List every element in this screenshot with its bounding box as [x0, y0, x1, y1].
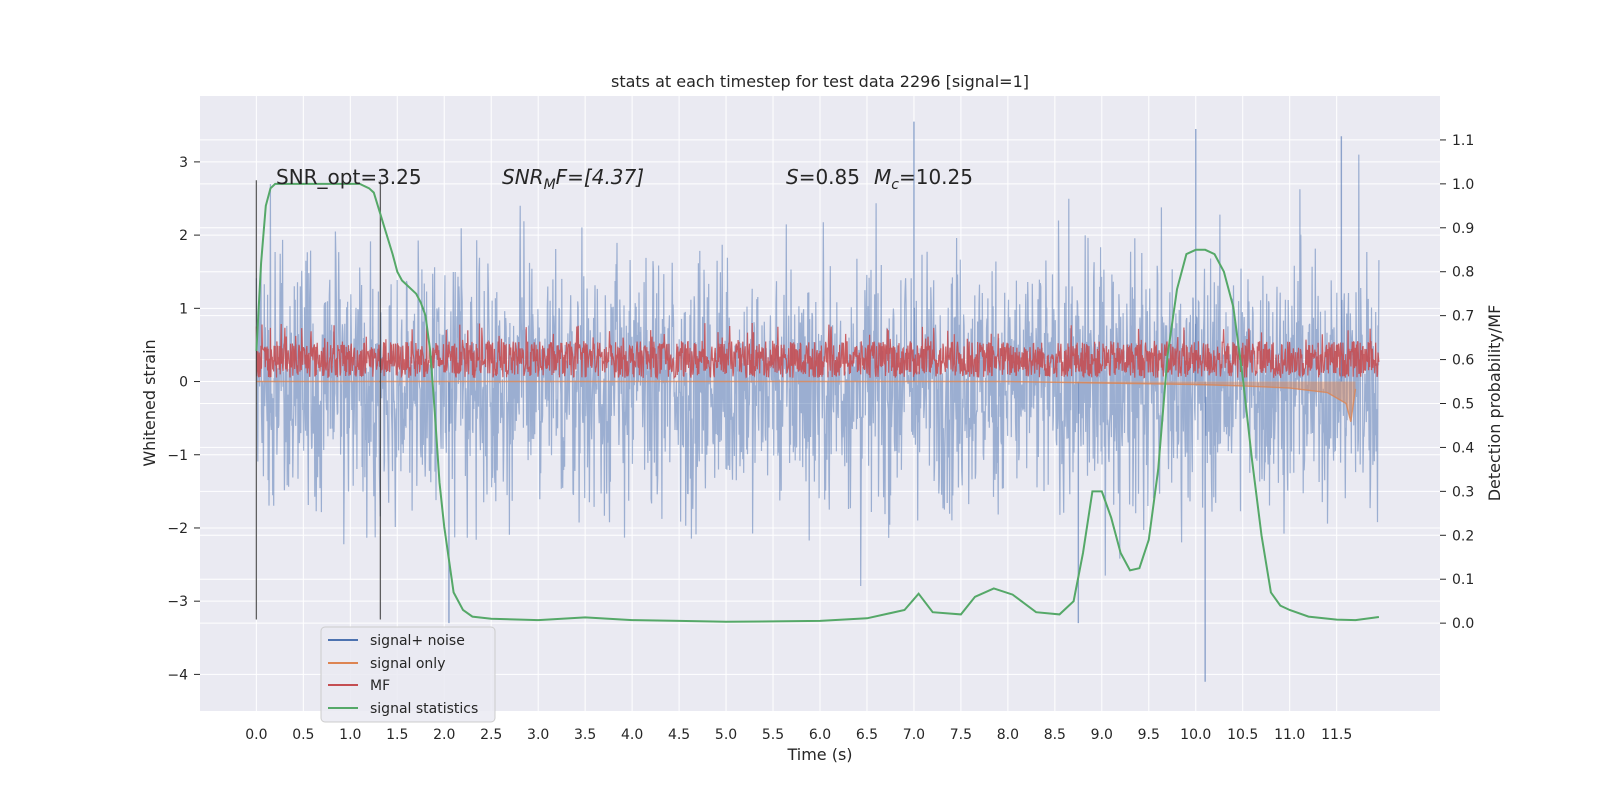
annotation-snr-mf-value: F=[4.37]: [556, 165, 644, 189]
x-tick-label: 3.5: [574, 727, 596, 743]
x-tick-label: 4.0: [621, 727, 643, 743]
x-tick-label: 10.0: [1180, 727, 1211, 743]
annotation-s-mc: S=0.85 Mc=10.25: [786, 165, 973, 193]
y-axis-label: Whitened strain: [140, 339, 159, 466]
y2-tick-label: 0.3: [1452, 484, 1474, 500]
annotation-snr-mf: SNRMF=[4.37]: [502, 165, 644, 193]
x-tick-label: 10.5: [1227, 727, 1258, 743]
y-tick-label: 3: [179, 155, 188, 171]
y2-axis-label: Detection probability/MF: [1485, 305, 1504, 502]
x-tick-label: 9.5: [1138, 727, 1160, 743]
x-tick-label: 2.0: [433, 727, 455, 743]
annotation-snr-mf-name: SNR: [502, 165, 544, 189]
signal-statistics-line: [255, 182, 1380, 623]
y2-axis-ticks: 0.0 0.1 0.2 0.3 0.4 0.5 0.6 0.7 0.8 0.9 1.0 1.1: [1440, 133, 1474, 632]
annotation-s-value: =0.85: [799, 165, 860, 189]
annotation-snr-opt: SNR_opt=3.25: [276, 165, 422, 189]
y-tick-label: −2: [167, 521, 188, 537]
y-tick-label: 1: [179, 301, 188, 317]
x-tick-label: 6.5: [856, 727, 878, 743]
x-tick-label: 1.5: [386, 727, 408, 743]
legend-box: [320, 626, 496, 723]
series-signal-only: [256, 380, 1357, 422]
x-tick-label: 5.5: [762, 727, 784, 743]
x-tick-label: 8.0: [997, 727, 1019, 743]
signal-noise-line: [255, 154, 1380, 587]
y2-tick-label: 0.5: [1452, 397, 1474, 413]
x-axis-label: Time (s): [786, 745, 852, 764]
y-tick-label: −3: [167, 594, 188, 610]
mf-line: [255, 322, 1380, 381]
y-tick-label: −4: [167, 667, 188, 683]
signal-only-line: [256, 380, 1357, 422]
y2-tick-label: 0.2: [1452, 528, 1474, 544]
y2-tick-label: 1.1: [1452, 133, 1474, 149]
x-tick-label: 6.0: [809, 727, 831, 743]
y2-tick-label: 0.6: [1452, 353, 1474, 369]
x-axis-ticks: 0.0 0.5 1.0 1.5 2.0 2.5 3.0 3.5 4.0 4.5 5.0 5.5 6.0 6…: [245, 727, 1352, 743]
y2-tick-label: 0.8: [1452, 265, 1474, 281]
x-tick-label: 4.5: [668, 727, 690, 743]
annotation-snr-mf-sub: M: [544, 177, 556, 193]
x-tick-label: 7.0: [903, 727, 925, 743]
annotation-mc-value: =10.25: [899, 165, 973, 189]
annotation-mc-name: M: [874, 165, 891, 189]
y-tick-label: −1: [167, 448, 188, 464]
x-tick-label: 5.0: [715, 727, 737, 743]
y-tick-label: 0: [179, 375, 188, 391]
legend-label-mf: MF: [370, 678, 390, 694]
x-tick-label: 2.5: [480, 727, 502, 743]
legend-label-signal-noise: signal+ noise: [370, 633, 465, 649]
x-tick-label: 11.0: [1274, 727, 1305, 743]
chart-title: stats at each timestep for test data 229…: [611, 72, 1029, 91]
y2-tick-label: 0.0: [1452, 616, 1474, 632]
signal-only-fill: [1007, 381, 1356, 422]
annotation-mc-sub: c: [891, 177, 899, 193]
x-tick-label: 3.0: [527, 727, 549, 743]
x-tick-label: 0.5: [292, 727, 314, 743]
x-tick-label: 0.0: [245, 727, 267, 743]
y2-tick-label: 0.7: [1452, 309, 1474, 325]
y2-tick-label: 0.9: [1452, 221, 1474, 237]
series-mf: [255, 322, 1380, 381]
x-tick-label: 1.0: [339, 727, 361, 743]
annotation-s-name: S: [786, 165, 799, 189]
legend-label-signal-statistics: signal statistics: [370, 701, 478, 717]
x-tick-label: 7.5: [950, 727, 972, 743]
vertical-markers: [255, 180, 382, 620]
x-tick-label: 8.5: [1044, 727, 1066, 743]
legend-label-signal-only: signal only: [370, 656, 445, 672]
x-tick-label: 11.5: [1321, 727, 1352, 743]
legend: signal+ noise signal only MF signal stat…: [320, 626, 496, 723]
y2-tick-label: 0.1: [1452, 572, 1474, 588]
x-tick-label: 9.0: [1091, 727, 1113, 743]
y2-tick-label: 0.4: [1452, 440, 1474, 456]
y-axis-ticks: −4 −3 −2 −1 0 1 2 3: [167, 155, 200, 683]
y-tick-label: 2: [179, 228, 188, 244]
series-signal-noise: [255, 121, 1380, 682]
series-signal-statistics: [255, 182, 1380, 623]
y2-tick-label: 1.0: [1452, 177, 1474, 193]
